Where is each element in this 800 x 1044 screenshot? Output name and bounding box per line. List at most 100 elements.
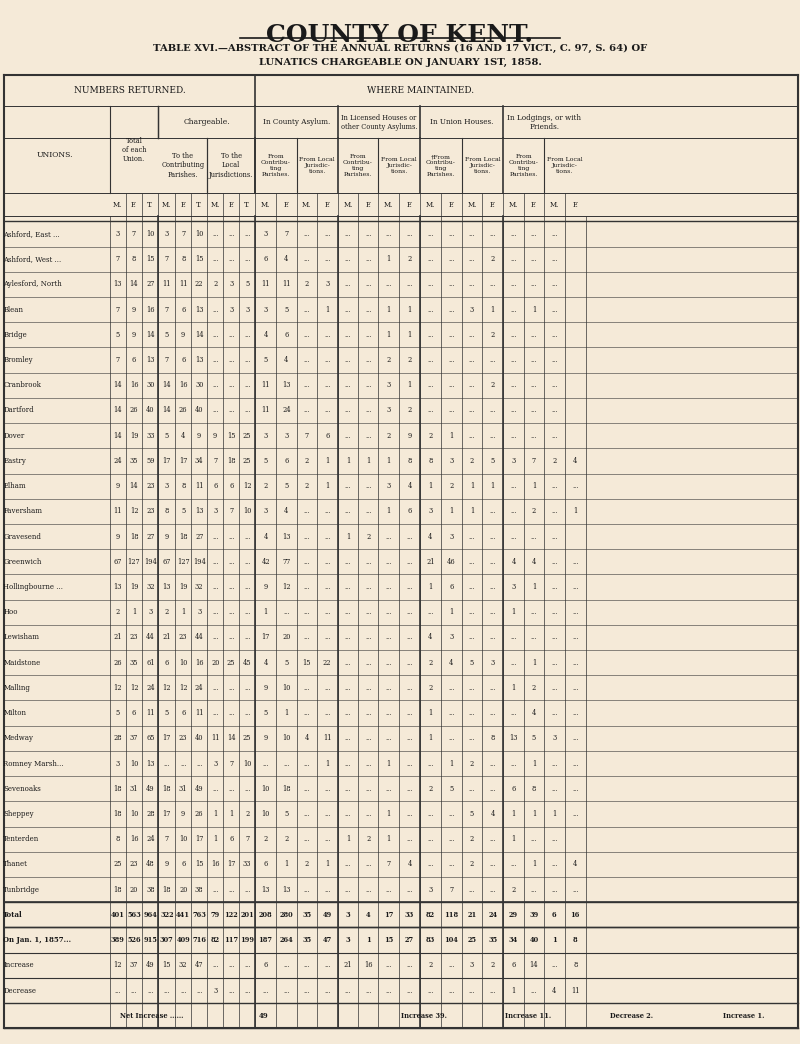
Text: 5: 5 (115, 331, 120, 339)
Text: 7: 7 (181, 230, 186, 238)
Text: F.: F. (406, 200, 413, 209)
Text: ...: ... (490, 431, 496, 440)
Text: 12: 12 (162, 684, 171, 692)
Text: 6: 6 (449, 583, 454, 591)
Text: 4: 4 (511, 557, 516, 566)
Text: 9: 9 (181, 331, 186, 339)
Text: ...: ... (180, 760, 186, 767)
Text: 4: 4 (573, 860, 578, 869)
Text: ...: ... (572, 709, 578, 717)
Text: ...: ... (283, 962, 290, 969)
Text: 16: 16 (130, 381, 138, 389)
Text: 12: 12 (114, 962, 122, 969)
Text: 7: 7 (532, 457, 536, 465)
Text: ...: ... (572, 885, 578, 894)
Text: ...: ... (469, 381, 475, 389)
Text: 5: 5 (470, 659, 474, 667)
Text: ...: ... (366, 987, 371, 995)
Text: 19: 19 (130, 431, 138, 440)
Text: Aylesford, North: Aylesford, North (3, 281, 62, 288)
Text: ...: ... (262, 987, 269, 995)
Text: 6: 6 (552, 910, 557, 919)
Text: 7: 7 (229, 760, 234, 767)
Text: ...: ... (510, 659, 517, 667)
Text: ...: ... (469, 583, 475, 591)
Text: Total
of each
Union.: Total of each Union. (122, 137, 146, 163)
Text: 3: 3 (229, 306, 234, 313)
Text: ...: ... (469, 431, 475, 440)
Text: ...: ... (572, 810, 578, 818)
Text: 8: 8 (573, 936, 578, 944)
Text: 10: 10 (282, 684, 290, 692)
Text: ...: ... (212, 230, 218, 238)
Text: 44: 44 (146, 634, 154, 641)
Text: ...: ... (510, 709, 517, 717)
Text: 1: 1 (213, 810, 218, 818)
Text: ...: ... (448, 306, 454, 313)
Text: 14: 14 (162, 406, 171, 414)
Text: ...: ... (212, 709, 218, 717)
Text: F.: F. (490, 200, 496, 209)
Text: 49: 49 (146, 785, 154, 792)
Text: 21: 21 (162, 634, 171, 641)
Text: 82: 82 (426, 910, 435, 919)
Text: 6: 6 (181, 709, 186, 717)
Text: ...: ... (228, 609, 234, 616)
Text: ...: ... (324, 532, 330, 541)
Text: 6: 6 (229, 835, 234, 844)
Text: Cranbrook: Cranbrook (3, 381, 41, 389)
Text: 7: 7 (213, 457, 218, 465)
Text: ...: ... (510, 634, 517, 641)
Text: ...: ... (531, 609, 537, 616)
Text: 1: 1 (132, 609, 136, 616)
Text: ...: ... (386, 659, 392, 667)
Text: ...: ... (448, 860, 454, 869)
Text: 18: 18 (162, 885, 171, 894)
Text: 2: 2 (511, 885, 516, 894)
Text: ...: ... (551, 482, 558, 490)
Text: ...: ... (324, 785, 330, 792)
Text: ...: ... (531, 634, 537, 641)
Text: 13: 13 (114, 583, 122, 591)
Text: 1: 1 (449, 609, 454, 616)
Text: 16: 16 (211, 860, 219, 869)
Text: 7: 7 (115, 356, 120, 364)
Text: ...: ... (212, 406, 218, 414)
Text: ...: ... (228, 532, 234, 541)
Text: 2: 2 (407, 255, 412, 263)
Text: ...: ... (572, 684, 578, 692)
Text: 1: 1 (532, 659, 536, 667)
Text: ...: ... (366, 785, 371, 792)
Text: 18: 18 (114, 785, 122, 792)
Text: ...: ... (448, 709, 454, 717)
Text: 1: 1 (284, 709, 289, 717)
Text: ...: ... (448, 962, 454, 969)
Text: ...: ... (324, 810, 330, 818)
Text: 9: 9 (165, 532, 169, 541)
Text: 716: 716 (192, 936, 206, 944)
Text: 18: 18 (114, 885, 122, 894)
Text: ...: ... (212, 331, 218, 339)
Text: 127: 127 (128, 557, 140, 566)
Text: ...: ... (386, 230, 392, 238)
Text: COUNTY OF KENT.: COUNTY OF KENT. (266, 23, 534, 47)
Text: 6: 6 (511, 785, 516, 792)
Text: ...: ... (228, 255, 234, 263)
Text: 3: 3 (428, 885, 433, 894)
Text: ...: ... (469, 281, 475, 288)
Text: ...: ... (406, 281, 413, 288)
Text: 2: 2 (490, 255, 495, 263)
Text: 1: 1 (511, 609, 516, 616)
Text: ...: ... (164, 987, 170, 995)
Text: ...: ... (228, 962, 234, 969)
Text: ...: ... (212, 356, 218, 364)
Text: ...: ... (345, 734, 351, 742)
Text: 2: 2 (245, 810, 250, 818)
Text: 7: 7 (165, 255, 169, 263)
Text: ...: ... (551, 431, 558, 440)
Text: ...: ... (304, 684, 310, 692)
Text: From Local
Jurisdic-
tions.: From Local Jurisdic- tions. (465, 158, 500, 173)
Text: ...: ... (304, 987, 310, 995)
Text: 763: 763 (192, 910, 206, 919)
Text: 13: 13 (195, 507, 203, 516)
